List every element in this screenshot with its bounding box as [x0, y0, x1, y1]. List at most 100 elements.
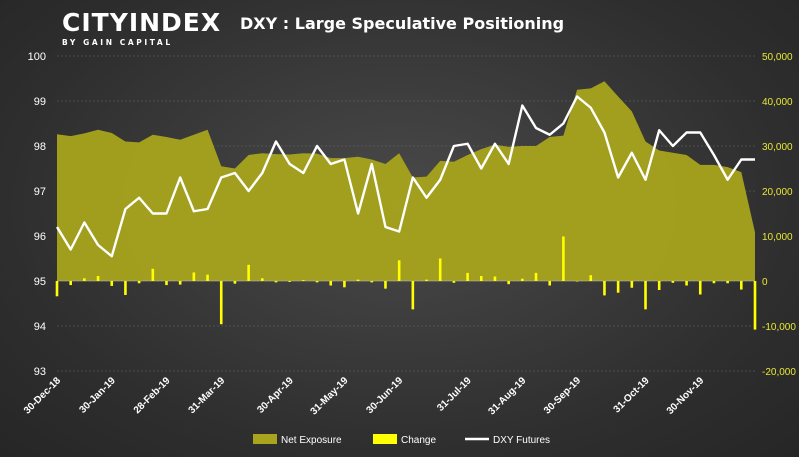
x-tick-label-4: 30-Apr-19 [255, 375, 296, 416]
change-bar-20 [329, 281, 333, 286]
change-bar-36 [548, 281, 552, 286]
change-bar-48 [712, 281, 716, 284]
change-bar-6 [137, 281, 141, 284]
change-bar-37 [562, 236, 565, 281]
left-axis-ticks: 93 94 95 96 97 98 99 100 [28, 51, 46, 378]
change-bar-34 [521, 278, 524, 281]
x-tick-label-11: 30-Nov-19 [665, 375, 707, 417]
change-bar-15 [260, 278, 264, 281]
change-bar-35 [534, 272, 538, 281]
change-bar-26 [411, 281, 415, 310]
right-tick-label-7: 50,000 [762, 52, 793, 63]
change-bar-46 [685, 281, 688, 286]
change-bar-40 [603, 281, 606, 296]
change-bar-24 [384, 281, 387, 289]
x-tick-label-7: 31-Jul-19 [435, 375, 474, 414]
change-bar-32 [493, 276, 497, 281]
change-bar-44 [657, 281, 661, 290]
change-bar-50 [740, 281, 743, 290]
right-tick-label-6: 40,000 [762, 97, 793, 108]
change-bar-14 [247, 264, 250, 281]
legend: Net Exposure Change DXY Futures [253, 434, 550, 446]
change-bar-19 [315, 281, 319, 283]
x-tick-label-10: 31-Oct-19 [612, 375, 652, 415]
change-bar-4 [110, 281, 114, 286]
change-bar-12 [219, 281, 223, 325]
x-tick-label-2: 28-Feb-19 [132, 375, 173, 416]
chart-title: DXY : Large Speculative Positioning [240, 14, 565, 33]
change-bar-18 [302, 280, 305, 281]
change-bar-25 [397, 260, 401, 281]
left-tick-label-3: 96 [34, 231, 46, 243]
brand-tagline: BY GAIN CAPITAL [62, 38, 173, 47]
change-bar-11 [206, 274, 209, 281]
legend-label-0: Net Exposure [281, 435, 342, 446]
change-bar-8 [165, 281, 168, 286]
legend-label-2: DXY Futures [493, 435, 550, 446]
change-bar-47 [698, 281, 702, 295]
dxy-futures-line [55, 95, 755, 258]
brand-name-part1: CITY [62, 8, 129, 37]
change-bar-21 [343, 281, 346, 288]
change-bar-9 [178, 281, 182, 285]
change-bar-27 [425, 279, 428, 281]
left-tick-label-5: 98 [34, 141, 46, 153]
x-axis-ticks: 30-Dec-18 30-Jan-19 28-Feb-19 31-Mar-19 30-A… [22, 375, 707, 417]
change-bar-31 [479, 276, 483, 281]
change-bar-5 [124, 281, 127, 295]
change-bar-29 [452, 281, 456, 283]
change-bar-10 [192, 272, 196, 281]
right-tick-label-3: 10,000 [762, 232, 793, 243]
change-bar-3 [96, 276, 100, 281]
change-bar-33 [507, 281, 510, 285]
change-bar-23 [370, 281, 374, 283]
change-bar-22 [356, 279, 360, 281]
change-bar-42 [630, 281, 634, 288]
right-axis-ticks: -20,000 -10,000 0 10,000 20,000 30,000 40,000 5… [762, 52, 796, 378]
change-bar-28 [438, 258, 442, 281]
dxy-futures-line-layer [55, 95, 755, 258]
change-bar-17 [288, 281, 291, 282]
legend-label-1: Change [401, 435, 436, 446]
change-bar-13 [233, 281, 237, 284]
brand-logo: CITYINDEX BY GAIN CAPITAL [62, 10, 221, 48]
change-bar-45 [671, 281, 675, 283]
change-bar-43 [644, 281, 647, 310]
change-bar-49 [726, 281, 729, 284]
right-tick-label-5: 30,000 [762, 142, 793, 153]
change-bar-41 [616, 281, 620, 293]
left-tick-label-4: 97 [34, 186, 46, 198]
left-tick-label-1: 94 [34, 321, 46, 333]
right-tick-label-1: -10,000 [762, 322, 796, 333]
x-tick-label-6: 30-Jun-19 [364, 375, 405, 416]
right-tick-label-0: -20,000 [762, 367, 796, 378]
x-tick-label-5: 31-May-19 [309, 375, 351, 417]
x-tick-label-9: 30-Sep-19 [542, 375, 583, 416]
brand-name-part2: INDEX [128, 8, 222, 37]
change-bar-7 [151, 268, 155, 281]
change-bar-1 [69, 281, 72, 286]
x-tick-label-8: 31-Aug-19 [486, 375, 528, 417]
left-tick-label-6: 99 [34, 96, 46, 108]
change-bar-30 [466, 272, 469, 281]
left-tick-label-2: 95 [34, 276, 46, 288]
change-bar-39 [589, 275, 593, 281]
change-bar-38 [575, 281, 579, 282]
x-tick-label-0: 30-Dec-18 [22, 375, 63, 416]
change-bar-0 [55, 281, 59, 297]
x-tick-label-1: 30-Jan-19 [77, 375, 118, 416]
net-exposure-area-layer [57, 81, 755, 282]
change-bar-51 [753, 281, 757, 330]
right-tick-label-2: 0 [762, 277, 768, 288]
change-bar-layer [55, 236, 757, 330]
x-tick-label-3: 31-Mar-19 [187, 375, 228, 416]
brand-name: CITYINDEX [62, 10, 221, 36]
left-tick-label-0: 93 [34, 366, 46, 378]
legend-swatch-0 [253, 434, 277, 444]
net-exposure-area [57, 81, 755, 281]
legend-swatch-1 [373, 434, 397, 444]
right-tick-label-4: 20,000 [762, 187, 793, 198]
change-bar-2 [83, 278, 86, 281]
